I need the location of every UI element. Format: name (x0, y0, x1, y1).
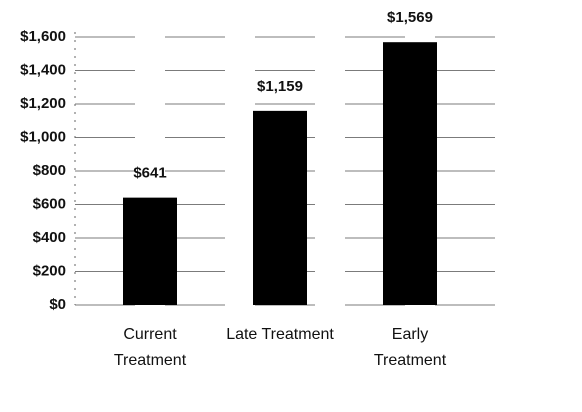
y-tick-label: $1,200 (20, 95, 66, 112)
y-tick-label: $1,400 (20, 61, 66, 78)
value-label: $1,159 (257, 78, 303, 95)
value-label: $641 (133, 165, 166, 182)
y-tick-label: $200 (33, 262, 66, 279)
bar (123, 197, 177, 305)
x-tick-label: Late Treatment (226, 326, 334, 343)
y-tick-label: $1,000 (20, 128, 66, 145)
bar (253, 110, 307, 306)
x-tick-label: Early Treatment (373, 326, 447, 369)
y-tick-label: $800 (33, 162, 66, 179)
x-tick-label: Current Treatment (113, 326, 187, 369)
y-tick-label: $1,600 (20, 28, 66, 45)
y-tick-label: $600 (33, 195, 66, 212)
value-label: $1,569 (387, 9, 433, 26)
y-tick-label: $400 (33, 229, 66, 246)
bar (383, 42, 437, 305)
y-tick-label: $0 (49, 296, 66, 313)
